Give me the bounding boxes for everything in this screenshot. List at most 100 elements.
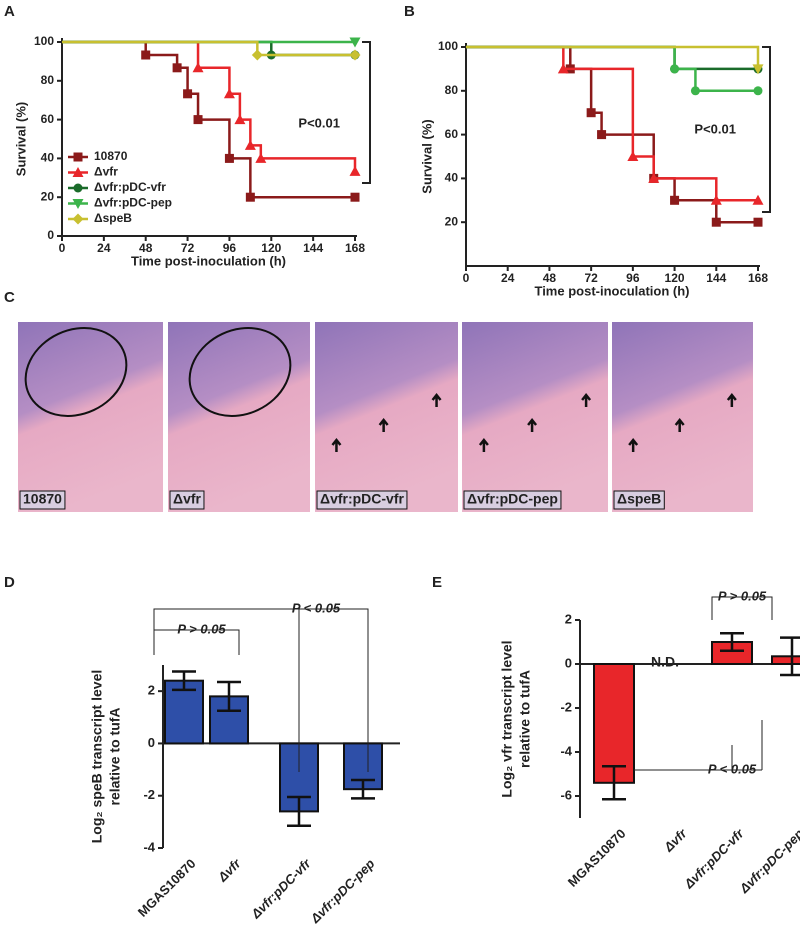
point	[670, 64, 680, 74]
x-tick-label: 120	[261, 241, 281, 255]
label-box	[169, 490, 205, 510]
y-tick-label: 0	[148, 735, 155, 750]
point	[251, 49, 263, 61]
annotation-ellipse	[24, 327, 128, 417]
annotation: P<0.01	[298, 115, 340, 130]
label-box	[316, 490, 408, 510]
label-box	[463, 490, 562, 510]
error-bar	[720, 631, 744, 653]
arrow	[581, 392, 592, 407]
x-tick-label: 144	[706, 271, 726, 285]
bar	[593, 663, 635, 784]
survival-line	[62, 40, 355, 57]
x-tick-label: 96	[626, 271, 640, 285]
x-axis-label: Time post-inoculation (h)	[131, 253, 286, 268]
axis	[465, 43, 760, 267]
legend-label: Δvfr	[94, 165, 118, 179]
y-axis-label: relative to tufA	[517, 670, 533, 768]
legend-marker	[72, 167, 84, 177]
y-tick-label: 80	[445, 83, 459, 97]
y-tick-label: -2	[560, 699, 572, 714]
panel-label: C	[4, 289, 15, 306]
error-bar	[287, 795, 311, 828]
x-tick-label: 24	[501, 271, 515, 285]
point	[244, 139, 256, 150]
y-tick-label: -2	[143, 787, 155, 802]
panel-label: E	[432, 574, 442, 591]
y-tick-label: 100	[438, 39, 458, 53]
y-tick-label: 20	[445, 214, 459, 228]
error-bar	[602, 765, 626, 801]
error-bar	[351, 778, 375, 800]
histology-image	[612, 322, 753, 512]
arrow	[527, 417, 538, 432]
image-label: 10870	[23, 491, 62, 507]
arrow	[378, 417, 389, 432]
annotation: P<0.01	[694, 121, 736, 136]
x-tick-label: 72	[181, 241, 195, 255]
error-bar	[172, 670, 196, 692]
x-tick-label: 0	[59, 241, 66, 255]
point	[752, 64, 764, 75]
point	[224, 153, 234, 163]
y-tick-label: 60	[445, 127, 459, 141]
arrow	[726, 392, 737, 407]
legend-label: Δvfr:pDC-vfr	[94, 180, 166, 194]
arrow	[431, 392, 442, 407]
histology-image	[168, 322, 310, 512]
histology-image	[18, 322, 163, 512]
x-tick-label: 24	[97, 241, 111, 255]
survival-line	[466, 45, 758, 71]
point	[223, 88, 235, 99]
point	[557, 63, 569, 74]
y-axis-label: Survival (%)	[419, 119, 434, 193]
x-tick-label: 48	[543, 271, 557, 285]
legend-marker	[73, 152, 83, 162]
point	[349, 165, 361, 176]
x-axis-label: Time post-inoculation (h)	[534, 283, 689, 298]
x-tick-label: Δvfr	[660, 825, 690, 855]
x-tick-label: Δvfr:pDC-vfr	[681, 825, 748, 892]
legend-marker	[72, 199, 84, 209]
legend-label: Δvfr:pDC-pep	[94, 196, 172, 210]
bracket	[362, 41, 371, 184]
y-tick-label: 40	[445, 171, 459, 185]
point	[172, 63, 182, 73]
error-bar	[780, 636, 800, 677]
y-tick-label: 20	[41, 189, 55, 203]
y-axis-label: Log₂ vfr transcript level	[499, 640, 515, 797]
label-box	[613, 490, 665, 510]
panel-label: A	[4, 3, 15, 20]
bracket	[153, 608, 369, 772]
x-tick-label: 168	[345, 241, 365, 255]
x-tick-label: MGAS10870	[565, 826, 629, 890]
error-bar	[217, 680, 241, 712]
image-label: Δvfr	[173, 491, 202, 507]
point	[193, 115, 203, 125]
legend-label: ΔspeB	[94, 211, 132, 225]
arrow	[478, 437, 489, 452]
bracket	[153, 629, 240, 655]
bar	[771, 655, 800, 665]
histology-image	[315, 322, 458, 512]
point	[255, 152, 267, 163]
arrow	[331, 437, 342, 452]
bracket	[634, 720, 763, 771]
y-tick-label: 0	[47, 228, 54, 242]
x-tick-label: Δvfr:pDC-pep	[307, 856, 378, 927]
point	[753, 217, 763, 227]
label-box	[19, 490, 66, 510]
annotation: P > 0.05	[718, 588, 767, 603]
point	[350, 192, 360, 202]
legend-marker	[73, 183, 83, 193]
survival-line	[466, 45, 758, 202]
point	[670, 195, 680, 205]
y-tick-label: -6	[560, 787, 572, 802]
y-tick-label: 40	[41, 151, 55, 165]
x-tick-label: 96	[223, 241, 237, 255]
y-tick-label: 60	[41, 112, 55, 126]
x-tick-label: 144	[303, 241, 323, 255]
point	[586, 108, 596, 118]
point	[627, 151, 639, 161]
